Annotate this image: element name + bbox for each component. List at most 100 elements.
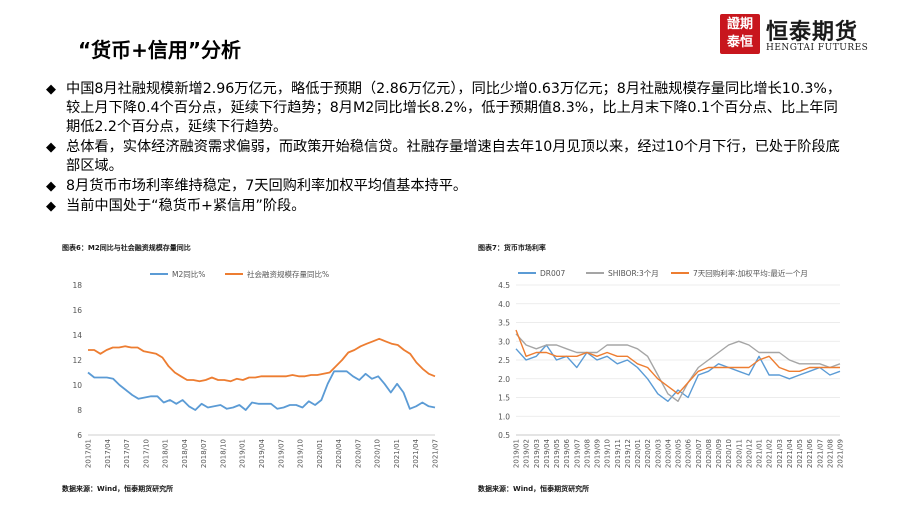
x-tick-label: 2017/07 — [123, 439, 131, 468]
bullet-item: ◆ 中国8月社融规模新增2.96万亿元，略低于预期（2.86万亿元），同比少增0… — [46, 80, 846, 137]
x-tick-label: 2020/07 — [354, 439, 362, 468]
bullet-text: 当前中国处于“稳货币+紧信用”阶段。 — [66, 198, 306, 214]
logo-seal-top: 證期 — [726, 17, 753, 32]
x-tick-label: 2019/05 — [553, 439, 561, 468]
bullet-text: 总体看，实体经济融资需求偏弱，而政策开始稳信贷。社融存量增速自去年10月见顶以来… — [66, 139, 840, 174]
y-tick-label: 1.5 — [498, 394, 510, 403]
x-tick-label: 2021/01 — [756, 439, 764, 468]
y-tick-label: 0.5 — [498, 431, 510, 440]
legend-label: M2同比% — [172, 269, 205, 279]
company-logo: 證期 泰恒 恒泰期货 HENGTAI FUTURES — [720, 14, 890, 58]
diamond-bullet-icon: ◆ — [46, 140, 56, 155]
x-tick-label: 2019/08 — [583, 439, 591, 468]
diamond-bullet-icon: ◆ — [46, 82, 56, 97]
x-tick-label: 2019/10 — [604, 439, 612, 468]
bullet-item: ◆ 当前中国处于“稳货币+紧信用”阶段。 — [46, 197, 846, 216]
y-tick-label: 10 — [72, 381, 82, 390]
x-tick-label: 2020/04 — [664, 438, 672, 468]
x-tick-label: 2019/01 — [239, 439, 247, 468]
y-tick-label: 6 — [77, 431, 82, 440]
diamond-bullet-icon: ◆ — [46, 179, 56, 194]
x-tick-label: 2021/07 — [432, 439, 440, 468]
y-tick-label: 16 — [72, 306, 82, 315]
x-tick-label: 2020/10 — [725, 439, 733, 468]
x-tick-label: 2021/09 — [837, 439, 845, 468]
x-tick-label: 2018/10 — [219, 439, 227, 468]
y-tick-label: 2.5 — [498, 356, 510, 365]
legend-label: DR007 — [540, 269, 566, 278]
y-tick-label: 1.0 — [498, 412, 510, 421]
series-line — [515, 329, 840, 395]
series-line — [515, 344, 841, 403]
logo-seal-bottom: 泰恒 — [726, 35, 753, 50]
x-tick-label: 2019/04 — [258, 438, 266, 468]
x-tick-label: 2021/01 — [393, 439, 401, 468]
logo-seal: 證期 泰恒 — [720, 14, 760, 54]
x-tick-label: 2021/04 — [786, 438, 794, 468]
legend-label: 7天回购利率:加权平均:最近一个月 — [693, 268, 808, 278]
series-line — [88, 337, 436, 383]
page-title: “货币+信用”分析 — [78, 38, 242, 62]
x-tick-label: 2019/02 — [523, 439, 531, 468]
x-tick-label: 2020/10 — [374, 439, 382, 468]
x-tick-label: 2017/04 — [104, 438, 112, 468]
x-tick-label: 2020/05 — [675, 439, 683, 468]
y-tick-label: 2.0 — [498, 375, 510, 384]
chart7-source: 数据来源：Wind，恒泰期货研究所 — [478, 485, 590, 493]
y-tick-label: 8 — [77, 406, 82, 415]
x-tick-label: 2020/01 — [634, 439, 642, 468]
y-tick-label: 12 — [72, 356, 82, 365]
logo-name: 恒泰期货 — [766, 20, 859, 45]
y-tick-label: 14 — [72, 331, 82, 340]
bullet-list: ◆ 中国8月社融规模新增2.96万亿元，略低于预期（2.86万亿元），同比少增0… — [46, 80, 846, 217]
x-tick-label: 2020/06 — [685, 438, 693, 468]
x-tick-label: 2019/01 — [513, 439, 521, 468]
chart6-title: 图表6：M2同比与社会融资规模存量同比 — [62, 244, 191, 252]
x-tick-label: 2018/07 — [200, 439, 208, 468]
x-tick-label: 2019/09 — [594, 439, 602, 468]
bullet-text: 8月货币市场利率维持稳定，7天回购利率加权平均值基本持平。 — [66, 178, 468, 194]
x-tick-label: 2017/01 — [85, 439, 93, 468]
y-tick-label: 3.0 — [498, 337, 510, 346]
bullet-item: ◆ 总体看，实体经济融资需求偏弱，而政策开始稳信贷。社融存量增速自去年10月见顶… — [46, 138, 846, 176]
x-tick-label: 2019/11 — [614, 439, 622, 468]
x-tick-label: 2021/02 — [766, 439, 774, 468]
series-line — [515, 333, 841, 403]
x-tick-label: 2019/04 — [543, 438, 551, 468]
x-tick-label: 2020/08 — [705, 439, 713, 468]
chart6-source: 数据来源：Wind，恒泰期货研究所 — [62, 485, 174, 493]
chart-m2-vs-social-financing: 6 8 10 12 14 16 18 2017/01 2017/04 2017/07 2017/10… — [72, 269, 440, 468]
legend-label: 社会融资规模存量同比% — [247, 269, 329, 279]
x-tick-label: 2018/01 — [162, 439, 170, 468]
x-tick-label: 2019/07 — [277, 439, 285, 468]
x-tick-label: 2021/04 — [412, 438, 420, 468]
x-tick-label: 2019/12 — [624, 439, 632, 468]
x-tick-label: 2017/10 — [142, 439, 150, 468]
bullet-item: ◆ 8月货币市场利率维持稳定，7天回购利率加权平均值基本持平。 — [46, 177, 846, 196]
x-tick-label: 2021/08 — [826, 439, 834, 468]
x-tick-label: 2019/10 — [297, 439, 305, 468]
diamond-bullet-icon: ◆ — [46, 199, 56, 214]
x-tick-label: 2019/03 — [533, 439, 541, 468]
y-tick-label: 18 — [72, 281, 82, 290]
x-tick-label: 2020/02 — [644, 439, 652, 468]
x-tick-label: 2021/06 — [806, 438, 814, 468]
chart7-title: 图表7：货币市场利率 — [478, 244, 546, 252]
x-tick-label: 2021/07 — [816, 439, 824, 468]
y-tick-label: 4.0 — [498, 300, 510, 309]
x-tick-label: 2021/05 — [796, 439, 804, 468]
series-line — [87, 370, 436, 411]
x-tick-label: 2020/07 — [695, 439, 703, 468]
x-tick-label: 2018/04 — [181, 438, 189, 468]
x-tick-label: 2019/06 — [563, 438, 571, 468]
x-tick-label: 2020/03 — [654, 439, 662, 468]
x-tick-label: 2021/03 — [776, 439, 784, 468]
x-tick-label: 2020/01 — [316, 439, 324, 468]
x-tick-label: 2019/07 — [573, 439, 581, 468]
logo-english-name: HENGTAI FUTURES — [766, 43, 869, 53]
x-tick-label: 2020/12 — [745, 439, 753, 468]
x-tick-label: 2020/09 — [715, 439, 723, 468]
y-tick-label: 3.5 — [498, 319, 510, 328]
bullet-text: 中国8月社融规模新增2.96万亿元，略低于预期（2.86万亿元），同比少增0.6… — [66, 81, 842, 135]
